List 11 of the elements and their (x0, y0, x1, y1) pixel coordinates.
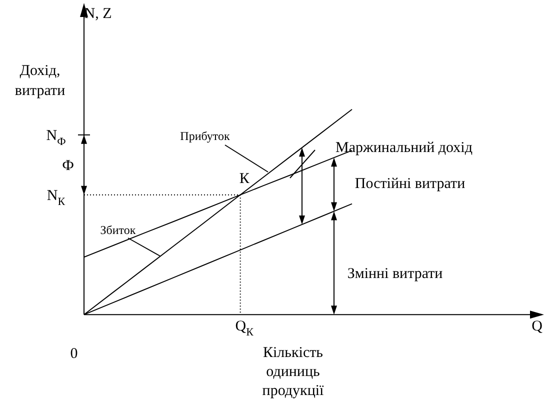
text: Кількість одиниць продукції (262, 345, 325, 399)
annotation: Збиток (100, 223, 136, 237)
text: 0 (70, 346, 78, 362)
text: Q (532, 318, 543, 335)
annotation: Маржинальний дохід (336, 140, 473, 156)
annotation: Змінні витрати (347, 266, 443, 282)
annotation: К (239, 170, 250, 187)
annotation: Постійні витрати (354, 176, 466, 192)
annotation: Ф (62, 158, 74, 174)
y-axis-title: Дохід, витрати (14, 63, 66, 99)
annotation: Прибуток (180, 129, 230, 143)
